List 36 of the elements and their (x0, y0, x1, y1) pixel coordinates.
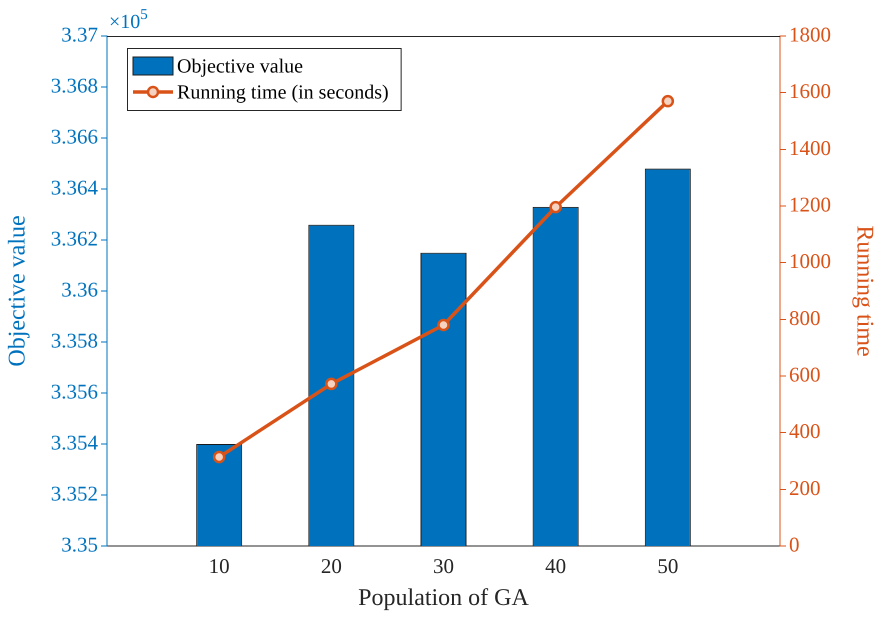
y-axis-title: Objective value (4, 215, 31, 367)
y2-tick-label: 1000 (789, 249, 831, 274)
x-tick-label: 30 (433, 554, 454, 578)
y2-tick-label: 1200 (789, 192, 831, 217)
y-tick-label: 3.362 (50, 226, 98, 251)
point (437, 318, 450, 332)
point (325, 378, 338, 390)
x-tick-label: 20 (320, 554, 342, 578)
point (549, 200, 562, 214)
point (662, 94, 674, 108)
y-tick-label: 3.364 (50, 176, 98, 200)
x-tick-label: 50 (657, 554, 678, 578)
legend-label: Running time (in seconds) (177, 81, 389, 104)
legend-label: Objective value (177, 55, 304, 78)
y-tick-label: 3.354 (50, 430, 98, 455)
point (212, 450, 226, 464)
y-tick-label: 3.356 (50, 380, 98, 404)
y-tick-label: 3.368 (50, 74, 98, 98)
y2-tick-label: 600 (789, 362, 820, 387)
y-tick-label: 3.358 (50, 328, 98, 353)
y2-tick-label: 400 (789, 419, 820, 444)
y2-axis-title: Running time (851, 225, 878, 357)
x-tick-label: 10 (208, 554, 230, 578)
y-tick-label: 3.35 (61, 532, 98, 557)
y2-tick-label: 0 (789, 532, 800, 557)
x-tick-label: 40 (545, 554, 566, 578)
y2-tick-label: 800 (789, 306, 820, 330)
y2-tick-label: 1400 (789, 136, 831, 160)
y2-tick-label: 1600 (789, 79, 831, 104)
y-tick-label: 3.366 (50, 124, 98, 149)
x-axis-title: Population of GA (358, 584, 530, 611)
y2-tick-label: 200 (789, 476, 820, 500)
y-tick-label: 3.37 (61, 22, 98, 47)
y-tick-label: 3.36 (61, 278, 98, 302)
y-tick-label: 3.352 (50, 482, 98, 506)
y2-tick-label: 1800 (789, 22, 831, 47)
